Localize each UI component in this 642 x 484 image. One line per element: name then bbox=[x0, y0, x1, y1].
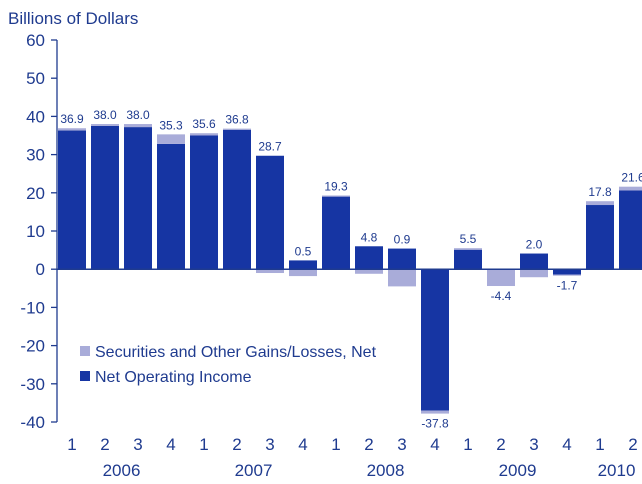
bar-net-operating-income bbox=[586, 205, 614, 270]
bar-value-label: 35.6 bbox=[192, 117, 216, 131]
bar-value-label: 4.8 bbox=[361, 230, 378, 244]
bar-securities-gains bbox=[586, 201, 614, 206]
x-tick-label: 1 bbox=[595, 435, 604, 454]
bar-net-operating-income bbox=[553, 269, 581, 275]
bar-value-label: 21.6 bbox=[621, 171, 642, 185]
bar-securities-gains bbox=[388, 269, 416, 287]
bar-value-label: 38.0 bbox=[93, 108, 117, 122]
bar-value-label: 0.9 bbox=[394, 233, 411, 247]
bar-net-operating-income bbox=[91, 125, 119, 270]
bar-securities-gains bbox=[487, 269, 515, 287]
x-tick-label: 2 bbox=[100, 435, 109, 454]
bar-value-label: 2.0 bbox=[526, 238, 543, 252]
x-tick-label: 3 bbox=[529, 435, 538, 454]
legend-swatch-securities-gains bbox=[80, 346, 90, 356]
bar-securities-gains bbox=[157, 134, 185, 144]
x-year-label: 2008 bbox=[367, 461, 405, 480]
bar-net-operating-income bbox=[58, 130, 86, 270]
bar-net-operating-income bbox=[223, 129, 251, 270]
bar-net-operating-income bbox=[289, 260, 317, 270]
bar-value-label: -37.8 bbox=[421, 417, 449, 431]
bar-net-operating-income bbox=[157, 143, 185, 270]
bar-value-label: 36.9 bbox=[60, 112, 84, 126]
x-tick-label: 2 bbox=[232, 435, 241, 454]
x-year-label: 2006 bbox=[103, 461, 141, 480]
x-tick-label: 4 bbox=[562, 435, 571, 454]
y-tick-label: 20 bbox=[26, 184, 45, 203]
y-tick-label: -10 bbox=[20, 298, 45, 317]
bar-net-operating-income bbox=[421, 269, 449, 411]
bar-securities-gains bbox=[223, 128, 251, 130]
bar-net-operating-income bbox=[322, 196, 350, 270]
bar-net-operating-income bbox=[454, 249, 482, 270]
bar-net-operating-income bbox=[190, 135, 218, 270]
y-tick-label: 10 bbox=[26, 222, 45, 241]
bar-securities-gains bbox=[553, 274, 581, 276]
y-tick-label: 40 bbox=[26, 107, 45, 126]
bar-value-label: 28.7 bbox=[258, 140, 282, 154]
y-tick-label: 60 bbox=[26, 31, 45, 50]
y-tick-label: 50 bbox=[26, 69, 45, 88]
bar-value-label: 19.3 bbox=[324, 179, 348, 193]
bar-net-operating-income bbox=[619, 190, 642, 270]
bar-securities-gains bbox=[289, 269, 317, 277]
bar-net-operating-income bbox=[256, 155, 284, 270]
bar-securities-gains bbox=[454, 248, 482, 250]
bar-securities-gains bbox=[91, 124, 119, 126]
x-tick-label: 1 bbox=[199, 435, 208, 454]
x-tick-label: 4 bbox=[166, 435, 175, 454]
bar-net-operating-income bbox=[124, 127, 152, 270]
y-tick-label: -40 bbox=[20, 413, 45, 432]
legend-label-net-operating-income: Net Operating Income bbox=[95, 369, 252, 386]
x-tick-label: 2 bbox=[628, 435, 637, 454]
x-tick-label: 3 bbox=[133, 435, 142, 454]
bar-value-label: 0.5 bbox=[295, 244, 312, 258]
x-tick-label: 1 bbox=[463, 435, 472, 454]
bar-value-label: 36.8 bbox=[225, 113, 249, 127]
bar-securities-gains bbox=[520, 269, 548, 278]
x-tick-label: 4 bbox=[430, 435, 439, 454]
bar-value-label: 38.0 bbox=[126, 108, 150, 122]
bar-net-operating-income bbox=[520, 253, 548, 270]
x-tick-label: 2 bbox=[364, 435, 373, 454]
bar-value-label: 35.3 bbox=[159, 118, 183, 132]
y-tick-label: -30 bbox=[20, 375, 45, 394]
legend-label-securities-gains: Securities and Other Gains/Losses, Net bbox=[95, 344, 377, 361]
x-tick-label: 1 bbox=[331, 435, 340, 454]
y-tick-label: 30 bbox=[26, 146, 45, 165]
bar-securities-gains bbox=[124, 124, 152, 128]
bar-value-label: 17.8 bbox=[588, 185, 612, 199]
bar-securities-gains bbox=[256, 269, 284, 274]
bar-value-label: 5.5 bbox=[460, 232, 477, 246]
x-year-label: 2007 bbox=[235, 461, 273, 480]
y-tick-label: -20 bbox=[20, 337, 45, 356]
bar-net-operating-income bbox=[355, 246, 383, 270]
bar-securities-gains bbox=[355, 269, 383, 274]
x-year-label: 2010 bbox=[598, 461, 636, 480]
legend-swatch-net-operating-income bbox=[80, 371, 90, 381]
x-tick-label: 3 bbox=[265, 435, 274, 454]
x-tick-label: 3 bbox=[397, 435, 406, 454]
bar-value-label: -4.4 bbox=[491, 289, 512, 303]
x-tick-label: 2 bbox=[496, 435, 505, 454]
bar-value-label: -1.7 bbox=[557, 279, 578, 293]
x-tick-label: 1 bbox=[67, 435, 76, 454]
bar-securities-gains bbox=[619, 186, 642, 191]
y-axis-title: Billions of Dollars bbox=[8, 9, 138, 28]
bar-securities-gains bbox=[322, 195, 350, 197]
bar-securities-gains bbox=[190, 133, 218, 136]
x-year-label: 2009 bbox=[499, 461, 537, 480]
bar-net-operating-income bbox=[388, 248, 416, 270]
x-tick-label: 4 bbox=[298, 435, 307, 454]
bar-securities-gains bbox=[58, 128, 86, 131]
bar-securities-gains bbox=[421, 410, 449, 414]
y-tick-label: 0 bbox=[36, 260, 45, 279]
